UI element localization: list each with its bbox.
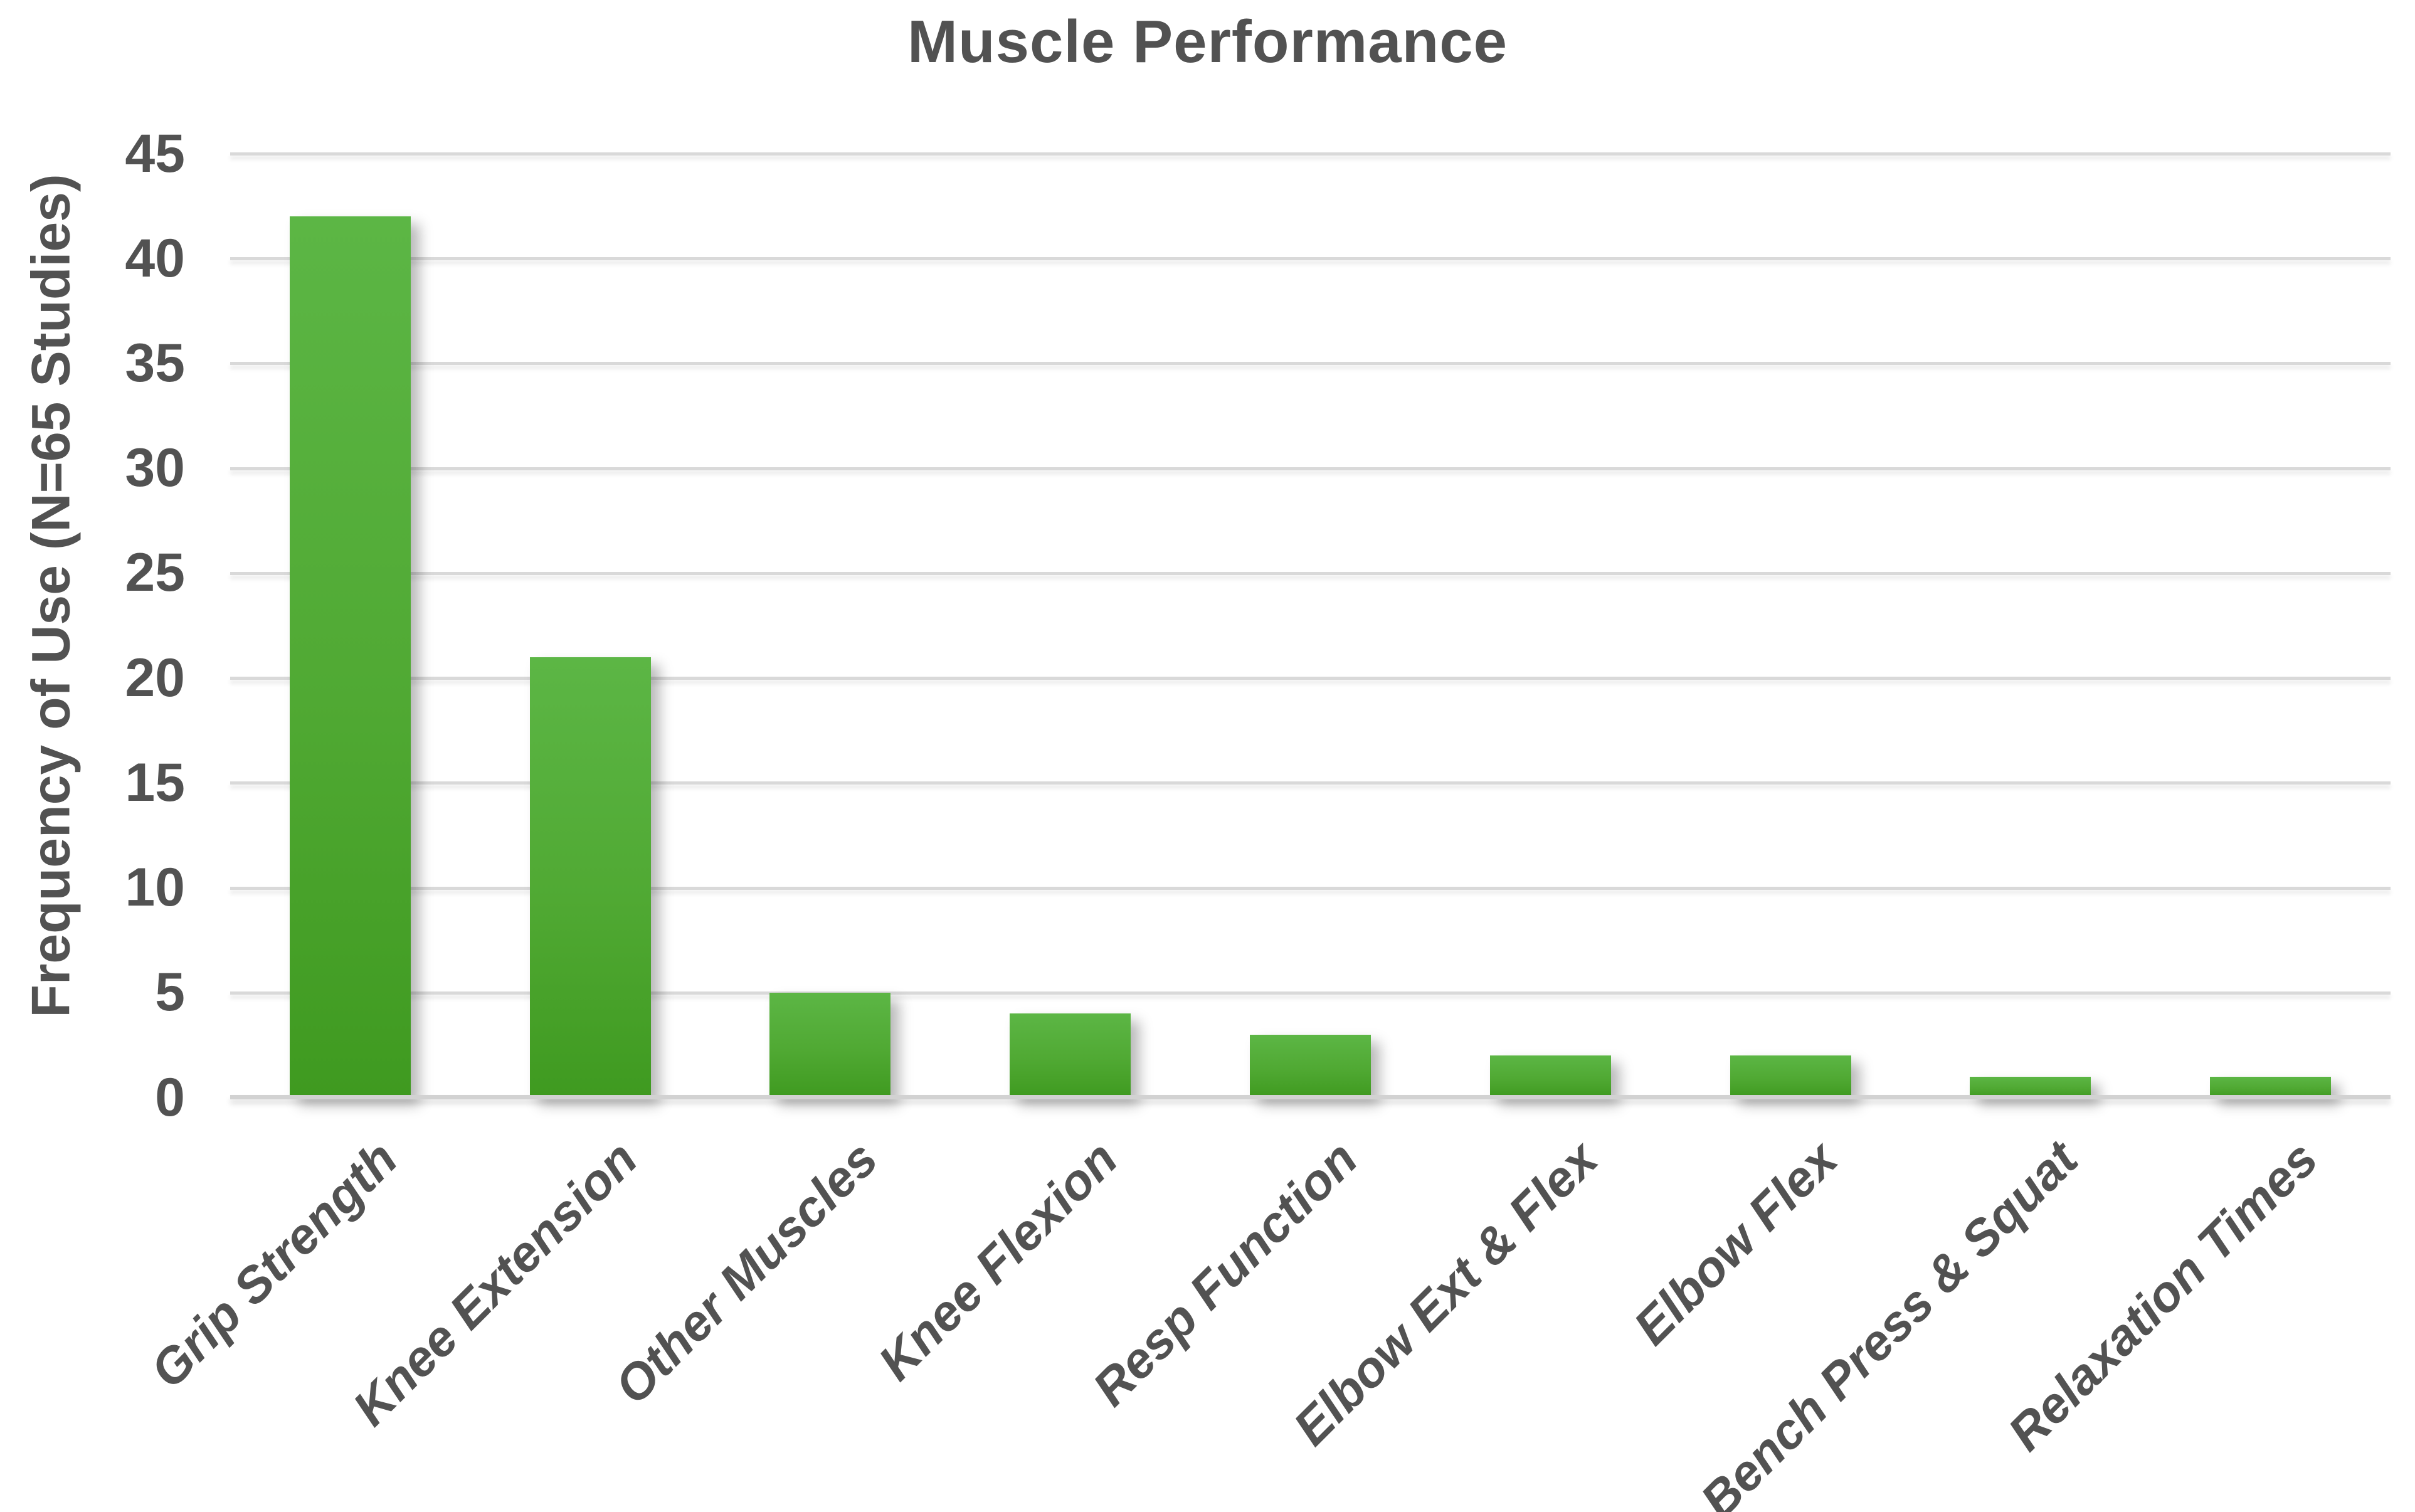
plot-area: 0 5 10 15 20 25 30 35 40 45 Grip Strength Knee Exte…: [125, 124, 2391, 1512]
x-axis-label: Knee Flexion: [867, 1130, 1128, 1391]
bar-elbow-ext-flex: [1489, 1055, 1611, 1097]
y-tick-label: 35: [125, 332, 185, 393]
bar-relaxation-times: [2210, 1076, 2332, 1097]
x-axis-label: Bench Press & Squat: [1689, 1130, 2088, 1512]
gridline: [230, 152, 2391, 156]
bar-elbow-flex: [1730, 1055, 1851, 1097]
y-tick-label: 10: [125, 857, 185, 918]
x-axis-label: Elbow Flex: [1623, 1130, 1848, 1356]
gridline: [230, 362, 2391, 366]
y-tick-label: 20: [125, 647, 185, 708]
gridline: [230, 781, 2391, 785]
bar-resp-function: [1250, 1034, 1371, 1097]
gridline: [230, 467, 2391, 470]
y-tick-label: 30: [125, 438, 185, 499]
y-tick-label: 0: [155, 1067, 185, 1128]
chart-title: Muscle Performance: [907, 8, 1508, 75]
gridline: [230, 886, 2391, 890]
y-tick-label: 15: [125, 752, 185, 813]
bar-bench-press-squat: [1970, 1076, 2091, 1097]
y-tick-label: 45: [125, 123, 185, 184]
y-tick-label: 25: [125, 542, 185, 603]
bar-knee-extension: [529, 657, 651, 1097]
y-tick-label: 5: [155, 962, 185, 1023]
gridline: [230, 991, 2391, 995]
gridline: [230, 257, 2391, 261]
x-axis-label: Grip Strength: [139, 1130, 408, 1399]
bar-grip-strength: [289, 216, 411, 1097]
bar-knee-flexion: [1010, 1013, 1131, 1097]
bar-other-muscles: [769, 992, 891, 1097]
y-tick-label: 40: [125, 228, 185, 288]
x-axis-line: [230, 1095, 2391, 1099]
gridline: [230, 571, 2391, 575]
gridline: [230, 677, 2391, 680]
